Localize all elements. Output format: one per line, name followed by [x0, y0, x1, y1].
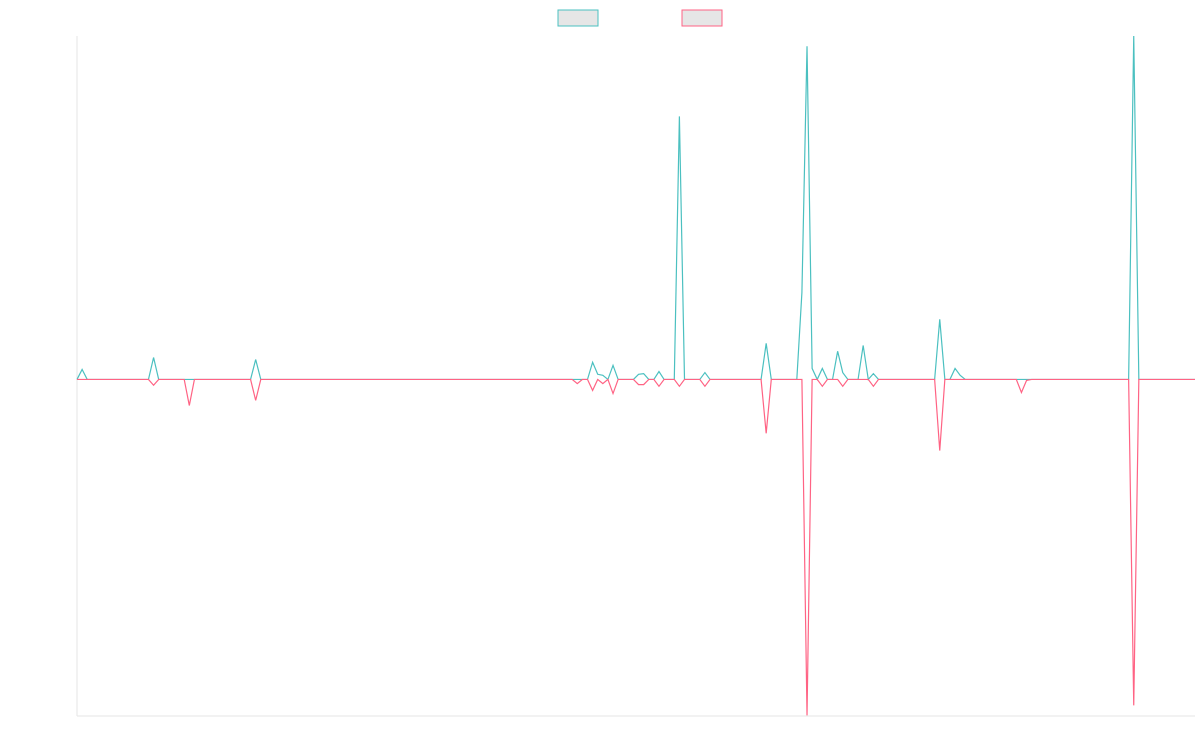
- series-line: [77, 378, 1195, 716]
- legend-swatch[interactable]: [557, 9, 599, 27]
- series-line: [76, 35, 1195, 381]
- legend-swatch[interactable]: [681, 9, 723, 27]
